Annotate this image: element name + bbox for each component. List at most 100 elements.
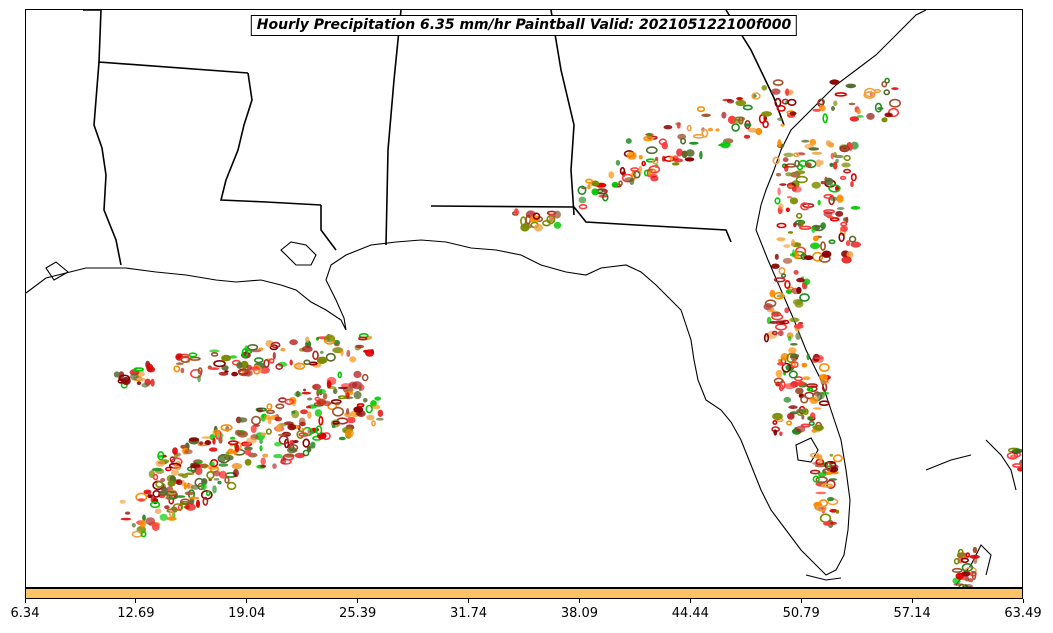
precip-blob <box>353 370 362 378</box>
coastlines <box>26 10 1017 586</box>
precip-blob <box>863 91 876 99</box>
precip-blob <box>793 270 799 275</box>
precip-blob <box>849 116 859 122</box>
precip-blob <box>268 358 275 364</box>
precip-blob <box>273 453 283 459</box>
precip-blob <box>727 115 737 125</box>
precip-blob <box>790 343 798 346</box>
precip-blob <box>826 215 834 219</box>
precip-blob <box>874 102 883 113</box>
precip-blob <box>953 583 964 586</box>
precip-blob <box>1012 448 1022 454</box>
precip-blob <box>785 172 793 177</box>
precip-blob <box>302 449 310 457</box>
precip-blob <box>180 498 191 505</box>
precip-blob <box>820 181 826 185</box>
border-ms-west <box>219 72 322 206</box>
precip-blob <box>358 384 362 392</box>
precip-blob <box>204 440 212 446</box>
precip-blob <box>661 155 666 162</box>
border-la-west <box>93 61 122 266</box>
precip-blob <box>188 437 200 442</box>
precip-blob <box>964 584 974 587</box>
precip-blob <box>783 396 792 403</box>
precip-blob <box>775 369 783 378</box>
precip-blob <box>784 307 790 314</box>
precip-blob <box>834 92 847 97</box>
precip-blob <box>815 505 827 512</box>
precip-blob <box>247 343 259 351</box>
precip-blob <box>578 204 588 210</box>
precip-blob <box>967 578 974 583</box>
precip-blob <box>146 363 154 372</box>
precip-blob <box>788 405 798 410</box>
precip-blob <box>275 424 282 433</box>
precip-blob <box>951 567 963 573</box>
precip-blob <box>158 491 168 497</box>
precip-blob <box>236 417 248 423</box>
precip-blob <box>823 211 833 218</box>
precip-blob <box>969 554 980 559</box>
precip-blob <box>295 390 300 398</box>
precip-blob <box>353 391 362 400</box>
precip-blob <box>224 370 229 373</box>
precip-blob <box>789 197 799 205</box>
precip-blob <box>769 289 776 298</box>
precip-blob <box>820 241 826 251</box>
coast-bahamas-2 <box>985 439 1017 491</box>
colorbar-tick-label: 57.14 <box>893 606 931 621</box>
precip-blob <box>953 557 960 565</box>
precip-blob <box>202 463 208 469</box>
precip-blob <box>265 428 272 435</box>
precip-blob <box>301 345 313 353</box>
precip-blob <box>1012 463 1022 468</box>
precip-blob <box>172 465 182 469</box>
precip-blob <box>821 250 832 258</box>
precip-blob <box>798 225 812 231</box>
precip-blob <box>177 473 185 477</box>
precip-blob <box>520 223 530 232</box>
precip-blob <box>821 505 826 514</box>
map-title: Hourly Precipitation 6.35 mm/hr Paintbal… <box>250 15 798 36</box>
precip-blob <box>133 367 144 372</box>
precip-blob <box>184 472 195 476</box>
precip-blob <box>850 241 861 248</box>
precip-blob <box>266 409 275 415</box>
precip-blob <box>806 416 814 421</box>
precip-blob <box>820 378 830 385</box>
precip-blob <box>802 408 809 416</box>
precip-blob <box>270 341 281 349</box>
precip-blob <box>767 309 775 313</box>
precip-blob <box>311 362 322 368</box>
precip-blob <box>291 410 296 414</box>
precip-blob <box>955 572 964 580</box>
precip-blob <box>828 195 835 206</box>
precip-blob <box>356 403 365 408</box>
precip-blob <box>197 367 203 375</box>
precip-blob <box>196 460 203 465</box>
precip-blob <box>832 454 843 463</box>
precip-blob <box>838 232 845 243</box>
precip-blob <box>792 186 802 193</box>
precip-blob <box>783 244 791 248</box>
precip-blob <box>234 429 242 436</box>
precip-blob <box>306 445 312 453</box>
precip-blob <box>775 172 782 177</box>
precip-blob <box>260 457 266 466</box>
precip-blob <box>829 453 834 457</box>
precip-blob <box>841 162 851 168</box>
precip-blob <box>120 517 132 521</box>
precip-blob <box>201 436 212 439</box>
precip-blob <box>139 520 146 528</box>
precip-blob <box>219 454 226 463</box>
precip-blob <box>776 222 787 229</box>
precip-blob <box>306 405 311 409</box>
precip-blob <box>547 219 555 223</box>
precip-blob <box>147 494 153 499</box>
precip-blob <box>806 353 810 361</box>
precip-blob <box>210 351 219 357</box>
precip-blob <box>883 89 891 96</box>
precip-blob <box>577 185 587 196</box>
precip-blob <box>226 481 237 491</box>
colorbar-tick <box>800 599 802 603</box>
